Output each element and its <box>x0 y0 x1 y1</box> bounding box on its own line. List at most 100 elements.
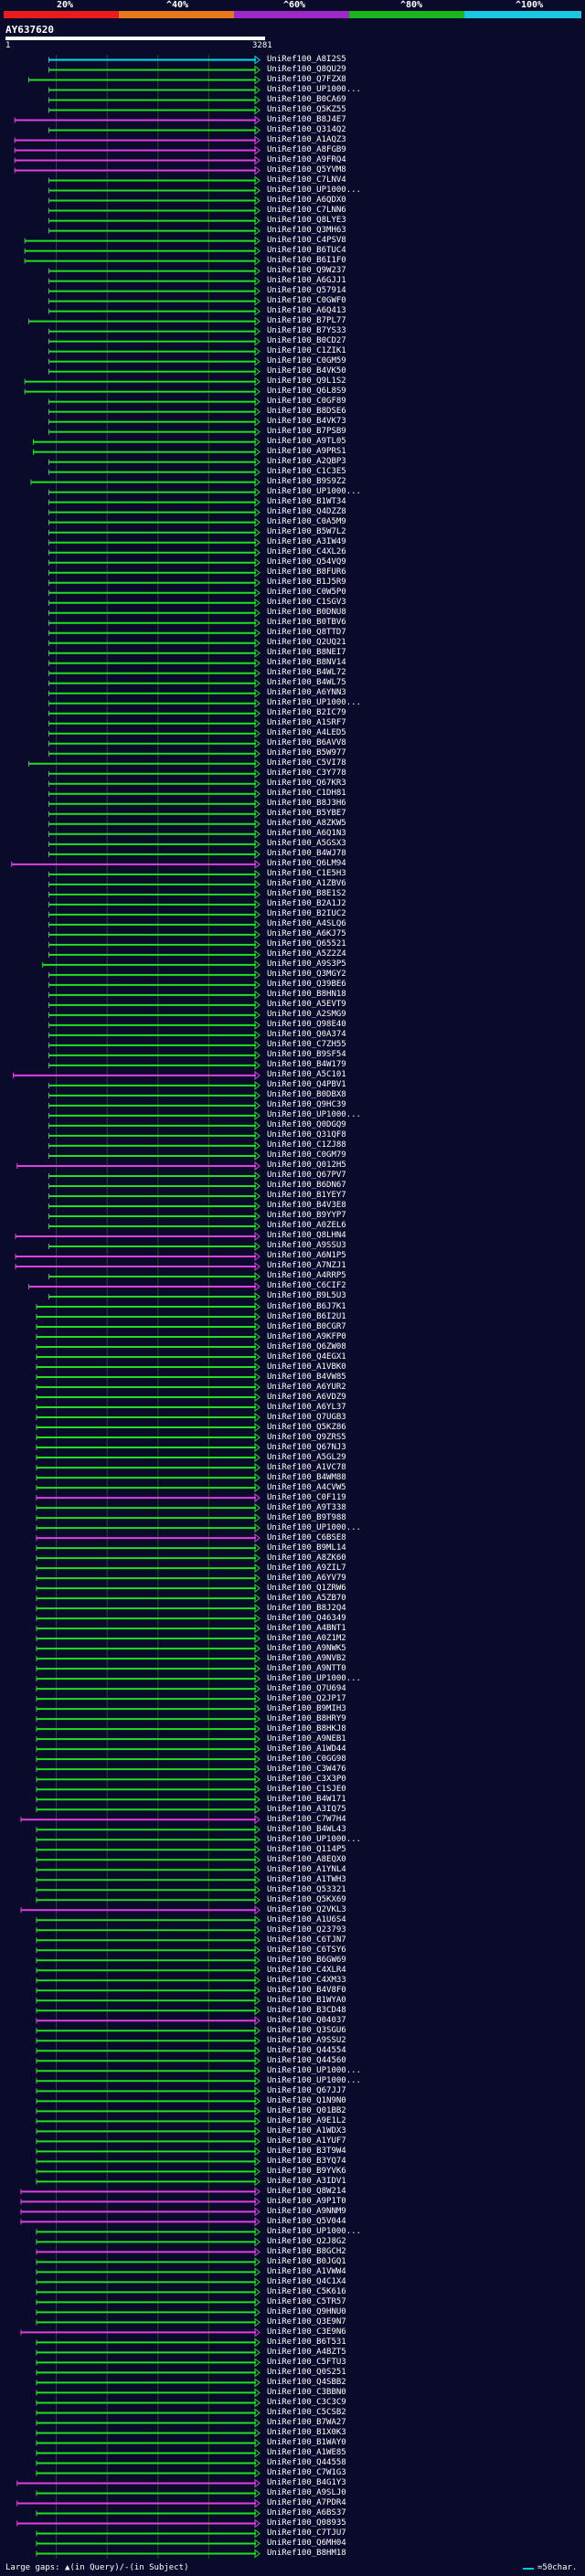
hit-label[interactable]: UniRef100_B2IC79 <box>267 708 346 718</box>
hit-label[interactable]: UniRef100_UP1000... <box>267 2226 361 2236</box>
hit-label[interactable]: UniRef100_A7NZJ1 <box>267 1261 346 1271</box>
hit-label[interactable]: UniRef100_Q5KZ86 <box>267 1422 346 1432</box>
hit-label[interactable]: UniRef100_B6AVV8 <box>267 738 346 748</box>
hit-label[interactable]: UniRef100_B4VW85 <box>267 1372 346 1382</box>
hit-label[interactable]: UniRef100_B9ML14 <box>267 1542 346 1553</box>
hit-label[interactable]: UniRef100_A9TL05 <box>267 437 346 447</box>
hit-label[interactable]: UniRef100_Q7FZX8 <box>267 75 346 84</box>
hit-label[interactable]: UniRef100_A1VWW4 <box>267 2266 346 2276</box>
hit-label[interactable]: UniRef100_B8HM18 <box>267 2548 346 2558</box>
hit-label[interactable]: UniRef100_B4VK50 <box>267 366 346 376</box>
hit-label[interactable]: UniRef100_Q08935 <box>267 2518 346 2528</box>
hit-label[interactable]: UniRef100_Q9HC39 <box>267 1100 346 1110</box>
hit-label[interactable]: UniRef100_Q8W214 <box>267 2186 346 2196</box>
hit-label[interactable]: UniRef100_Q314Q2 <box>267 125 346 135</box>
hit-label[interactable]: UniRef100_B4W179 <box>267 1060 346 1070</box>
hit-label[interactable]: UniRef100_A6Q413 <box>267 306 346 316</box>
hit-label[interactable]: UniRef100_C1ZJ88 <box>267 1140 346 1150</box>
hit-label[interactable]: UniRef100_B6I1F0 <box>267 256 346 266</box>
hit-label[interactable]: UniRef100_Q31QF8 <box>267 1130 346 1140</box>
hit-label[interactable]: UniRef100_Q3SGU6 <box>267 2025 346 2035</box>
hit-label[interactable]: UniRef100_UP1000... <box>267 1110 361 1120</box>
hit-label[interactable]: UniRef100_B9SF54 <box>267 1050 346 1060</box>
hit-label[interactable]: UniRef100_B9YVK6 <box>267 2166 346 2176</box>
hit-label[interactable]: UniRef100_B8NV14 <box>267 658 346 668</box>
hit-label[interactable]: UniRef100_A6QDX0 <box>267 196 346 206</box>
hit-label[interactable]: UniRef100_C7LNV4 <box>267 175 346 186</box>
hit-label[interactable]: UniRef100_B9S9Z2 <box>267 477 346 487</box>
hit-label[interactable]: UniRef100_A4RRP5 <box>267 1271 346 1281</box>
hit-label[interactable]: UniRef100_A1SRF7 <box>267 718 346 728</box>
hit-label[interactable]: UniRef100_B4V8F0 <box>267 1985 346 1995</box>
hit-label[interactable]: UniRef100_B4G1Y3 <box>267 2477 346 2487</box>
hit-label[interactable]: UniRef100_A6YV79 <box>267 1573 346 1583</box>
hit-label[interactable]: UniRef100_A5Z2Z4 <box>267 949 346 959</box>
hit-label[interactable]: UniRef100_B0CD27 <box>267 336 346 346</box>
hit-label[interactable]: UniRef100_A9SSU3 <box>267 1241 346 1251</box>
hit-label[interactable]: UniRef100_A1VC78 <box>267 1462 346 1472</box>
hit-label[interactable]: UniRef100_C0GM79 <box>267 1150 346 1161</box>
hit-label[interactable]: UniRef100_B0JGQ1 <box>267 2256 346 2266</box>
hit-label[interactable]: UniRef100_C3Y778 <box>267 769 346 779</box>
hit-label[interactable]: UniRef100_C6CIF2 <box>267 1281 346 1291</box>
hit-label[interactable]: UniRef100_A9E1L2 <box>267 2115 346 2125</box>
hit-label[interactable]: UniRef100_Q7U694 <box>267 1683 346 1693</box>
hit-label[interactable]: UniRef100_B0DNU8 <box>267 608 346 618</box>
hit-label[interactable]: UniRef100_B1YEY7 <box>267 1191 346 1201</box>
hit-label[interactable]: UniRef100_A5GL29 <box>267 1452 346 1462</box>
hit-label[interactable]: UniRef100_A1VBK0 <box>267 1362 346 1372</box>
hit-label[interactable]: UniRef100_C4XLR4 <box>267 1965 346 1975</box>
hit-label[interactable]: UniRef100_A1TWH3 <box>267 1874 346 1884</box>
hit-label[interactable]: UniRef100_UP1000... <box>267 2065 361 2075</box>
hit-label[interactable]: UniRef100_A1ZBV6 <box>267 879 346 889</box>
hit-label[interactable]: UniRef100_C7TJU7 <box>267 2528 346 2538</box>
hit-label[interactable]: UniRef100_C5TR57 <box>267 2296 346 2306</box>
hit-label[interactable]: UniRef100_Q67PV7 <box>267 1171 346 1181</box>
hit-label[interactable]: UniRef100_Q114P5 <box>267 1844 346 1854</box>
hit-label[interactable]: UniRef100_Q6ZW08 <box>267 1341 346 1352</box>
hit-label[interactable]: UniRef100_A0ZEL6 <box>267 1221 346 1231</box>
hit-label[interactable]: UniRef100_B6T531 <box>267 2337 346 2347</box>
hit-label[interactable]: UniRef100_Q65521 <box>267 939 346 949</box>
hit-label[interactable]: UniRef100_B9L5U3 <box>267 1291 346 1301</box>
hit-label[interactable]: UniRef100_Q5KX69 <box>267 1894 346 1904</box>
hit-label[interactable]: UniRef100_B3CD48 <box>267 2005 346 2015</box>
hit-label[interactable]: UniRef100_Q4SBB2 <box>267 2377 346 2387</box>
hit-label[interactable]: UniRef100_B7PL77 <box>267 316 346 326</box>
hit-label[interactable]: UniRef100_Q2J8G2 <box>267 2236 346 2246</box>
hit-label[interactable]: UniRef100_B6I2U1 <box>267 1311 346 1321</box>
hit-label[interactable]: UniRef100_B8E1S2 <box>267 889 346 899</box>
hit-label[interactable]: UniRef100_B0CGR7 <box>267 1321 346 1331</box>
hit-label[interactable]: UniRef100_Q54VQ9 <box>267 557 346 567</box>
hit-label[interactable]: UniRef100_C1C3E5 <box>267 467 346 477</box>
hit-label[interactable]: UniRef100_A1YUF7 <box>267 2136 346 2146</box>
hit-label[interactable]: UniRef100_A5ZB70 <box>267 1593 346 1603</box>
hit-label[interactable]: UniRef100_Q98E40 <box>267 1020 346 1030</box>
hit-label[interactable]: UniRef100_A4SLQ6 <box>267 919 346 929</box>
hit-label[interactable]: UniRef100_Q8LYE3 <box>267 216 346 226</box>
hit-label[interactable]: UniRef100_B0TBV6 <box>267 618 346 628</box>
hit-label[interactable]: UniRef100_A6YUR2 <box>267 1382 346 1392</box>
hit-label[interactable]: UniRef100_UP1000... <box>267 186 361 196</box>
hit-label[interactable]: UniRef100_Q4C1X4 <box>267 2276 346 2286</box>
hit-label[interactable]: UniRef100_Q9HNU0 <box>267 2306 346 2316</box>
hit-label[interactable]: UniRef100_Q39BE6 <box>267 980 346 990</box>
hit-label[interactable]: UniRef100_Q6LM94 <box>267 859 346 869</box>
hit-label[interactable]: UniRef100_A6GJJ1 <box>267 276 346 286</box>
hit-label[interactable]: UniRef100_Q67KR3 <box>267 779 346 789</box>
hit-label[interactable]: UniRef100_Q67NJ3 <box>267 1442 346 1452</box>
hit-label[interactable]: UniRef100_C5FTU3 <box>267 2357 346 2367</box>
hit-label[interactable]: UniRef100_Q57914 <box>267 286 346 296</box>
hit-label[interactable]: UniRef100_B5YBE7 <box>267 809 346 819</box>
hit-label[interactable]: UniRef100_UP1000... <box>267 698 361 708</box>
hit-label[interactable]: UniRef100_Q5KZ55 <box>267 105 346 115</box>
hit-label[interactable]: UniRef100_B6DN67 <box>267 1181 346 1191</box>
hit-label[interactable]: UniRef100_Q3E9N7 <box>267 2316 346 2327</box>
hit-label[interactable]: UniRef100_C6TJN7 <box>267 1935 346 1945</box>
hit-label[interactable]: UniRef100_B0DBX8 <box>267 1090 346 1100</box>
hit-label[interactable]: UniRef100_B7WA27 <box>267 2417 346 2427</box>
hit-label[interactable]: UniRef100_A4CVW5 <box>267 1482 346 1492</box>
hit-label[interactable]: UniRef100_A1AQZ3 <box>267 135 346 145</box>
hit-label[interactable]: UniRef100_B9YYP7 <box>267 1211 346 1221</box>
hit-label[interactable]: UniRef100_A8I2S5 <box>267 55 346 64</box>
